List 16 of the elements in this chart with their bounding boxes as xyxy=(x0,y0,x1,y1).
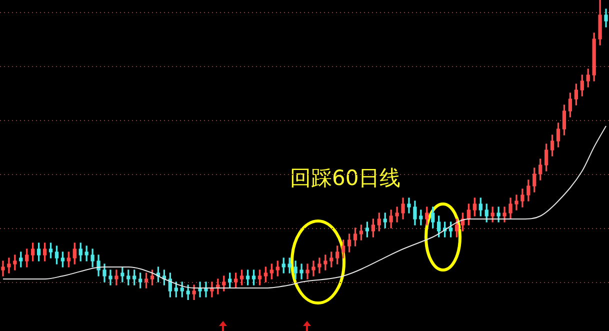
candlestick xyxy=(1,260,5,276)
candlestick xyxy=(288,258,292,274)
candlestick xyxy=(395,206,399,222)
candlestick xyxy=(108,270,112,286)
candlestick xyxy=(306,264,310,280)
candlestick xyxy=(7,258,11,274)
candlestick xyxy=(13,254,17,270)
candlestick xyxy=(300,264,304,280)
annotation: 回踩60日线 xyxy=(290,165,401,192)
candlestick xyxy=(318,258,322,274)
candlestick xyxy=(407,198,411,214)
candlestick xyxy=(419,210,423,226)
candlestick xyxy=(114,270,118,286)
candlestick xyxy=(84,246,88,262)
candlestick xyxy=(514,194,518,210)
candlestick xyxy=(312,260,316,276)
